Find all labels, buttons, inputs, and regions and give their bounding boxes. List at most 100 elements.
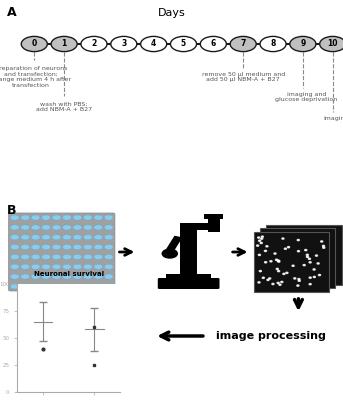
Circle shape	[94, 235, 103, 240]
Circle shape	[258, 282, 260, 283]
Circle shape	[42, 215, 50, 220]
Text: imaging: imaging	[323, 116, 343, 121]
Text: A: A	[7, 6, 16, 19]
Circle shape	[305, 250, 307, 251]
Circle shape	[303, 264, 305, 266]
Circle shape	[309, 262, 311, 263]
Circle shape	[83, 284, 92, 289]
Circle shape	[278, 261, 280, 262]
Polygon shape	[180, 223, 214, 230]
Circle shape	[277, 270, 280, 272]
Circle shape	[317, 263, 319, 264]
Circle shape	[322, 245, 324, 246]
Circle shape	[200, 36, 226, 52]
Text: B: B	[7, 204, 16, 217]
Circle shape	[94, 264, 103, 269]
Circle shape	[62, 284, 71, 289]
Circle shape	[83, 264, 92, 269]
Circle shape	[21, 235, 29, 240]
Circle shape	[294, 278, 296, 279]
Circle shape	[62, 254, 71, 260]
Circle shape	[290, 36, 316, 52]
Circle shape	[83, 244, 92, 250]
Circle shape	[292, 265, 294, 266]
FancyBboxPatch shape	[158, 278, 220, 289]
Circle shape	[298, 278, 300, 280]
Circle shape	[277, 260, 280, 262]
Circle shape	[10, 235, 19, 240]
Circle shape	[257, 245, 259, 246]
Circle shape	[104, 284, 113, 289]
Circle shape	[83, 215, 92, 220]
Circle shape	[104, 254, 113, 260]
Circle shape	[104, 244, 113, 250]
Circle shape	[270, 261, 272, 262]
Circle shape	[306, 254, 308, 256]
Circle shape	[323, 247, 325, 248]
Text: 4: 4	[151, 40, 156, 48]
Circle shape	[21, 254, 29, 260]
Circle shape	[52, 235, 61, 240]
Circle shape	[279, 284, 281, 285]
Circle shape	[21, 225, 29, 230]
Circle shape	[42, 284, 50, 289]
Text: 8: 8	[270, 40, 276, 48]
Circle shape	[320, 36, 343, 52]
Circle shape	[42, 254, 50, 260]
Circle shape	[309, 284, 311, 285]
Text: 7: 7	[240, 40, 246, 48]
Circle shape	[21, 264, 29, 269]
Circle shape	[170, 36, 197, 52]
Circle shape	[297, 285, 299, 286]
Circle shape	[73, 264, 82, 269]
Circle shape	[276, 268, 278, 270]
FancyBboxPatch shape	[254, 232, 329, 292]
Text: 5: 5	[181, 40, 186, 48]
Circle shape	[83, 235, 92, 240]
Circle shape	[259, 240, 261, 241]
Circle shape	[62, 244, 71, 250]
Circle shape	[31, 274, 40, 279]
Text: Days: Days	[158, 8, 185, 18]
Text: wash with PBS;
add NBM-A + B27: wash with PBS; add NBM-A + B27	[36, 102, 92, 112]
Circle shape	[10, 264, 19, 269]
Circle shape	[264, 262, 267, 263]
Circle shape	[21, 274, 29, 279]
Text: 9: 9	[300, 40, 306, 48]
Text: 2: 2	[91, 40, 97, 48]
Circle shape	[104, 215, 113, 220]
Circle shape	[21, 215, 29, 220]
Circle shape	[73, 254, 82, 260]
Circle shape	[313, 276, 315, 278]
Circle shape	[10, 225, 19, 230]
Circle shape	[52, 284, 61, 289]
Circle shape	[10, 284, 19, 289]
Text: image processing: image processing	[216, 331, 326, 341]
Circle shape	[31, 244, 40, 250]
Circle shape	[266, 246, 268, 247]
FancyBboxPatch shape	[266, 225, 342, 285]
Text: imaging and
glucose deprivation: imaging and glucose deprivation	[275, 92, 338, 102]
Circle shape	[258, 237, 260, 238]
Circle shape	[52, 215, 61, 220]
Circle shape	[42, 225, 50, 230]
Text: 10: 10	[328, 40, 338, 48]
Circle shape	[94, 254, 103, 260]
Circle shape	[283, 273, 285, 274]
Circle shape	[319, 274, 321, 276]
Polygon shape	[208, 217, 220, 232]
Circle shape	[81, 36, 107, 52]
Circle shape	[259, 270, 261, 272]
Circle shape	[31, 225, 40, 230]
Circle shape	[62, 235, 71, 240]
Circle shape	[306, 256, 308, 258]
Circle shape	[262, 277, 264, 278]
Circle shape	[269, 278, 271, 279]
Circle shape	[52, 264, 61, 269]
Circle shape	[287, 246, 289, 248]
Circle shape	[83, 225, 92, 230]
Circle shape	[261, 236, 263, 237]
Circle shape	[94, 244, 103, 250]
Circle shape	[111, 36, 137, 52]
Circle shape	[31, 284, 40, 289]
